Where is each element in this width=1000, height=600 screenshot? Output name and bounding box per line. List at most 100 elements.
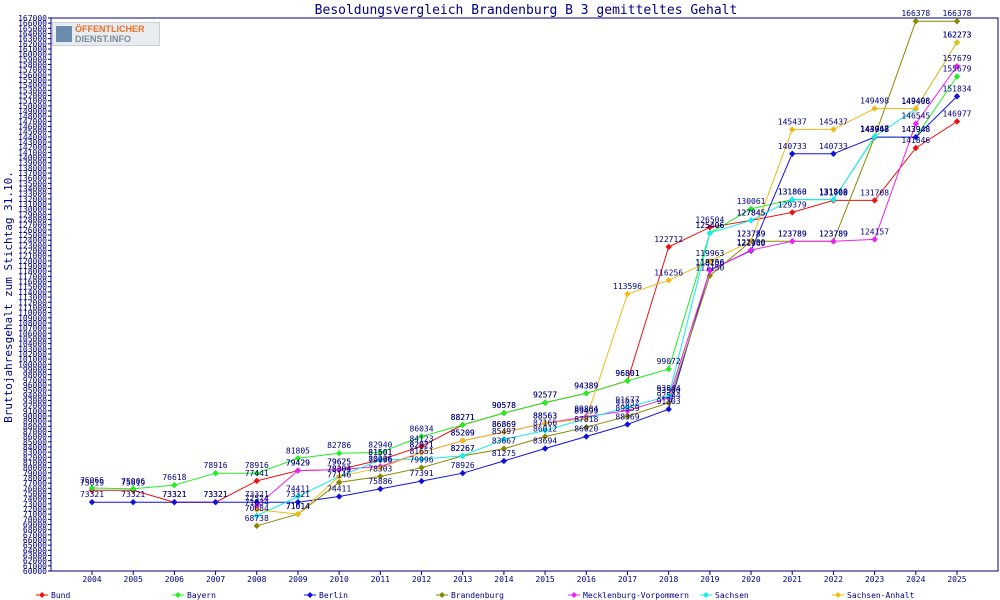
data-point-sachsen-anhalt bbox=[418, 449, 425, 456]
data-label-brandenburg: 87818 bbox=[574, 415, 598, 424]
data-point-mecklenburg-vorpommern bbox=[747, 246, 755, 254]
y-tick-label: 156000 bbox=[18, 71, 47, 80]
legend-label-berlin: Berlin bbox=[319, 591, 348, 600]
data-point-sachsen bbox=[706, 229, 714, 237]
data-label-mecklenburg-vorpommern: 123789 bbox=[778, 229, 807, 238]
legend-marker-brandenburg bbox=[439, 592, 445, 598]
data-label-berlin: 73321 bbox=[204, 490, 228, 499]
legend-marker-bayern bbox=[175, 592, 181, 598]
data-label-brandenburg: 77146 bbox=[327, 470, 351, 479]
data-label-brandenburg: 117150 bbox=[695, 264, 724, 273]
data-label-bayern: 130061 bbox=[737, 197, 766, 206]
data-label-sachsen-anhalt: 145437 bbox=[778, 117, 807, 126]
legend-label-sachsen-anhalt: Sachsen-Anhalt bbox=[847, 591, 915, 600]
data-label-bayern: 75906 bbox=[121, 477, 145, 486]
y-tick-label: 132000 bbox=[18, 195, 47, 204]
data-label-berlin: 143948 bbox=[901, 125, 930, 134]
data-point-mecklenburg-vorpommern bbox=[789, 238, 796, 245]
data-point-mecklenburg-vorpommern bbox=[253, 502, 260, 510]
data-label-bund: 73321 bbox=[204, 490, 228, 499]
data-point-mecklenburg-vorpommern bbox=[871, 236, 878, 243]
data-label-berlin: 151834 bbox=[943, 84, 972, 93]
data-label-bayern: 92577 bbox=[533, 391, 557, 400]
data-label-bund: 127845 bbox=[737, 208, 766, 217]
data-label-mecklenburg-vorpommern: 85209 bbox=[451, 429, 475, 438]
y-tick-label: 76000 bbox=[23, 484, 47, 493]
y-tick-label: 139000 bbox=[18, 159, 47, 168]
data-label-layer: 75619 75619 73321 73321 77441 79429 79625 81501… bbox=[80, 9, 972, 523]
data-point-sachsen bbox=[418, 455, 425, 463]
data-point-sachsen-anhalt bbox=[624, 290, 631, 298]
data-label-bund: 146977 bbox=[943, 109, 972, 118]
data-label-brandenburg: 89959 bbox=[615, 404, 639, 413]
data-point-berlin bbox=[789, 150, 796, 157]
logo-line-1: ÖFFENTLICHER bbox=[75, 24, 145, 34]
series-line-mecklenburg-vorpommern bbox=[256, 65, 958, 507]
data-label-sachsen: 125406 bbox=[695, 221, 724, 230]
data-point-sachsen-anhalt bbox=[747, 238, 755, 245]
data-point-berlin bbox=[212, 498, 219, 506]
data-label-bund: 122712 bbox=[654, 235, 683, 244]
data-point-berlin bbox=[171, 498, 178, 506]
y-tick-label: 91000 bbox=[23, 407, 47, 416]
data-label-sachsen: 127845 bbox=[737, 208, 766, 217]
data-point-bayern bbox=[377, 449, 384, 456]
y-tick-label: 66000 bbox=[23, 536, 47, 545]
data-label-brandenburg: 166378 bbox=[901, 9, 930, 18]
data-label-berlin: 75886 bbox=[368, 477, 392, 486]
data-point-berlin bbox=[377, 485, 384, 493]
y-tick-label: 154000 bbox=[18, 81, 47, 90]
data-label-mecklenburg-vorpommern: 91032 bbox=[615, 399, 639, 408]
data-label-berlin: 118256 bbox=[695, 258, 724, 267]
data-label-bayern: 96801 bbox=[615, 369, 639, 378]
series-line-sachsen bbox=[256, 42, 958, 517]
data-label-bayern: 82786 bbox=[327, 441, 351, 450]
x-tick-label: 2006 bbox=[165, 575, 184, 584]
y-tick-label: 144000 bbox=[18, 133, 47, 142]
x-tick-label: 2009 bbox=[288, 575, 307, 584]
data-label-sachsen: 144067 bbox=[860, 125, 889, 134]
data-point-berlin bbox=[583, 433, 590, 440]
data-point-sachsen bbox=[253, 512, 260, 519]
data-point-berlin bbox=[418, 477, 425, 485]
watermark-logo: ÖFFENTLICHER DIENST.INFO bbox=[52, 22, 160, 46]
data-label-brandenburg: 82267 bbox=[451, 444, 475, 453]
data-label-sachsen-anhalt: 113596 bbox=[613, 282, 642, 291]
data-label-bayern: 155679 bbox=[943, 65, 972, 74]
data-label-berlin: 78926 bbox=[451, 461, 475, 470]
data-label-brandenburg: 78303 bbox=[368, 464, 392, 473]
y-tick-label: 119000 bbox=[18, 262, 47, 271]
data-label-brandenburg: 83667 bbox=[492, 437, 516, 446]
data-label-bayern: 82940 bbox=[368, 440, 392, 449]
y-tick-label: 88000 bbox=[23, 422, 47, 431]
data-label-bayern: 94389 bbox=[574, 381, 598, 390]
data-label-brandenburg: 123789 bbox=[819, 229, 848, 238]
y-tick-label: 166000 bbox=[18, 19, 47, 28]
data-label-berlin: 74411 bbox=[327, 485, 351, 494]
data-label-sachsen-anhalt: 89499 bbox=[574, 407, 598, 416]
data-label-sachsen-anhalt: 123789 bbox=[737, 229, 766, 238]
x-tick-label: 2015 bbox=[535, 575, 554, 584]
legend-marker-bund bbox=[39, 592, 45, 598]
y-tick-label: 87000 bbox=[23, 427, 47, 436]
y-tick-label: 98000 bbox=[23, 371, 47, 380]
y-tick-label: 160000 bbox=[18, 50, 47, 59]
series-line-bund bbox=[92, 121, 958, 503]
y-tick-label: 96000 bbox=[23, 381, 47, 390]
y-tick-label: 137000 bbox=[18, 169, 47, 178]
y-tick-label: 83000 bbox=[23, 448, 47, 457]
data-label-sachsen: 78304 bbox=[327, 464, 351, 473]
data-point-bund bbox=[418, 443, 425, 450]
y-tick-label: 64000 bbox=[23, 546, 47, 555]
data-label-sachsen: 131860 bbox=[778, 188, 807, 197]
data-label-berlin: 140733 bbox=[819, 142, 848, 151]
data-label-bund: 96801 bbox=[615, 369, 639, 378]
data-label-sachsen: 81651 bbox=[409, 447, 433, 456]
y-axis-ticks: 6000061000620006300064000650006600067000… bbox=[18, 14, 51, 576]
data-point-sachsen-anhalt bbox=[335, 473, 343, 480]
y-tick-label: 71000 bbox=[23, 510, 47, 519]
data-point-bayern bbox=[171, 481, 178, 489]
data-label-bund: 131708 bbox=[819, 188, 848, 197]
x-tick-label: 2024 bbox=[906, 575, 925, 584]
y-tick-label: 134000 bbox=[18, 185, 47, 194]
